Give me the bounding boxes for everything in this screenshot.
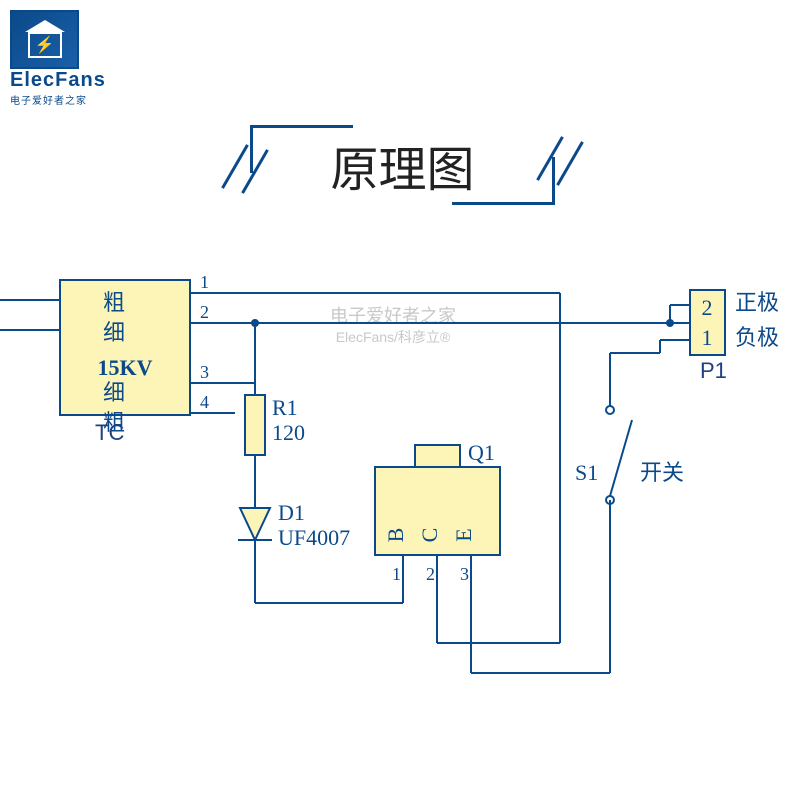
d1-value: UF4007	[278, 525, 350, 550]
q1-pin-c: C	[417, 528, 442, 543]
tc-ref: TC	[95, 420, 124, 445]
q1-ref: Q1	[468, 440, 495, 465]
tc-pin-3: 3	[200, 362, 209, 382]
d1-body	[238, 508, 272, 540]
p1-pin-1: 1	[702, 325, 713, 350]
q1-pinnum-3: 3	[460, 564, 469, 584]
p1-neg-label: 负极	[735, 325, 779, 350]
s1-label: 开关	[640, 460, 684, 485]
tc-pin3-label: 细	[103, 380, 125, 405]
r1-body	[245, 395, 265, 455]
tc-body	[60, 280, 190, 415]
schematic-diagram: 粗 细 15KV 细 粗 TC 1 2 3 4 R1 120 D1 UF4007…	[0, 0, 800, 800]
q1-pinnum-1: 1	[392, 564, 401, 584]
q1-pin-b: B	[383, 528, 408, 543]
d1-ref: D1	[278, 500, 305, 525]
tc-pin-1: 1	[200, 272, 209, 292]
r1-value: 120	[272, 420, 305, 445]
tc-pin-4: 4	[200, 392, 209, 412]
q1-pinnum-2: 2	[426, 564, 435, 584]
tc-value: 15KV	[98, 355, 153, 380]
p1-ref: P1	[700, 358, 727, 383]
q1-tab	[415, 445, 460, 467]
tc-pin2-label: 细	[103, 320, 125, 345]
p1-pos-label: 正极	[735, 290, 779, 315]
tc-pin1-label: 粗	[103, 290, 125, 315]
tc-pin-2: 2	[200, 302, 209, 322]
p1-pin-2: 2	[702, 295, 713, 320]
q1-pin-e: E	[451, 528, 476, 541]
s1-ref: S1	[575, 460, 598, 485]
r1-ref: R1	[272, 395, 298, 420]
